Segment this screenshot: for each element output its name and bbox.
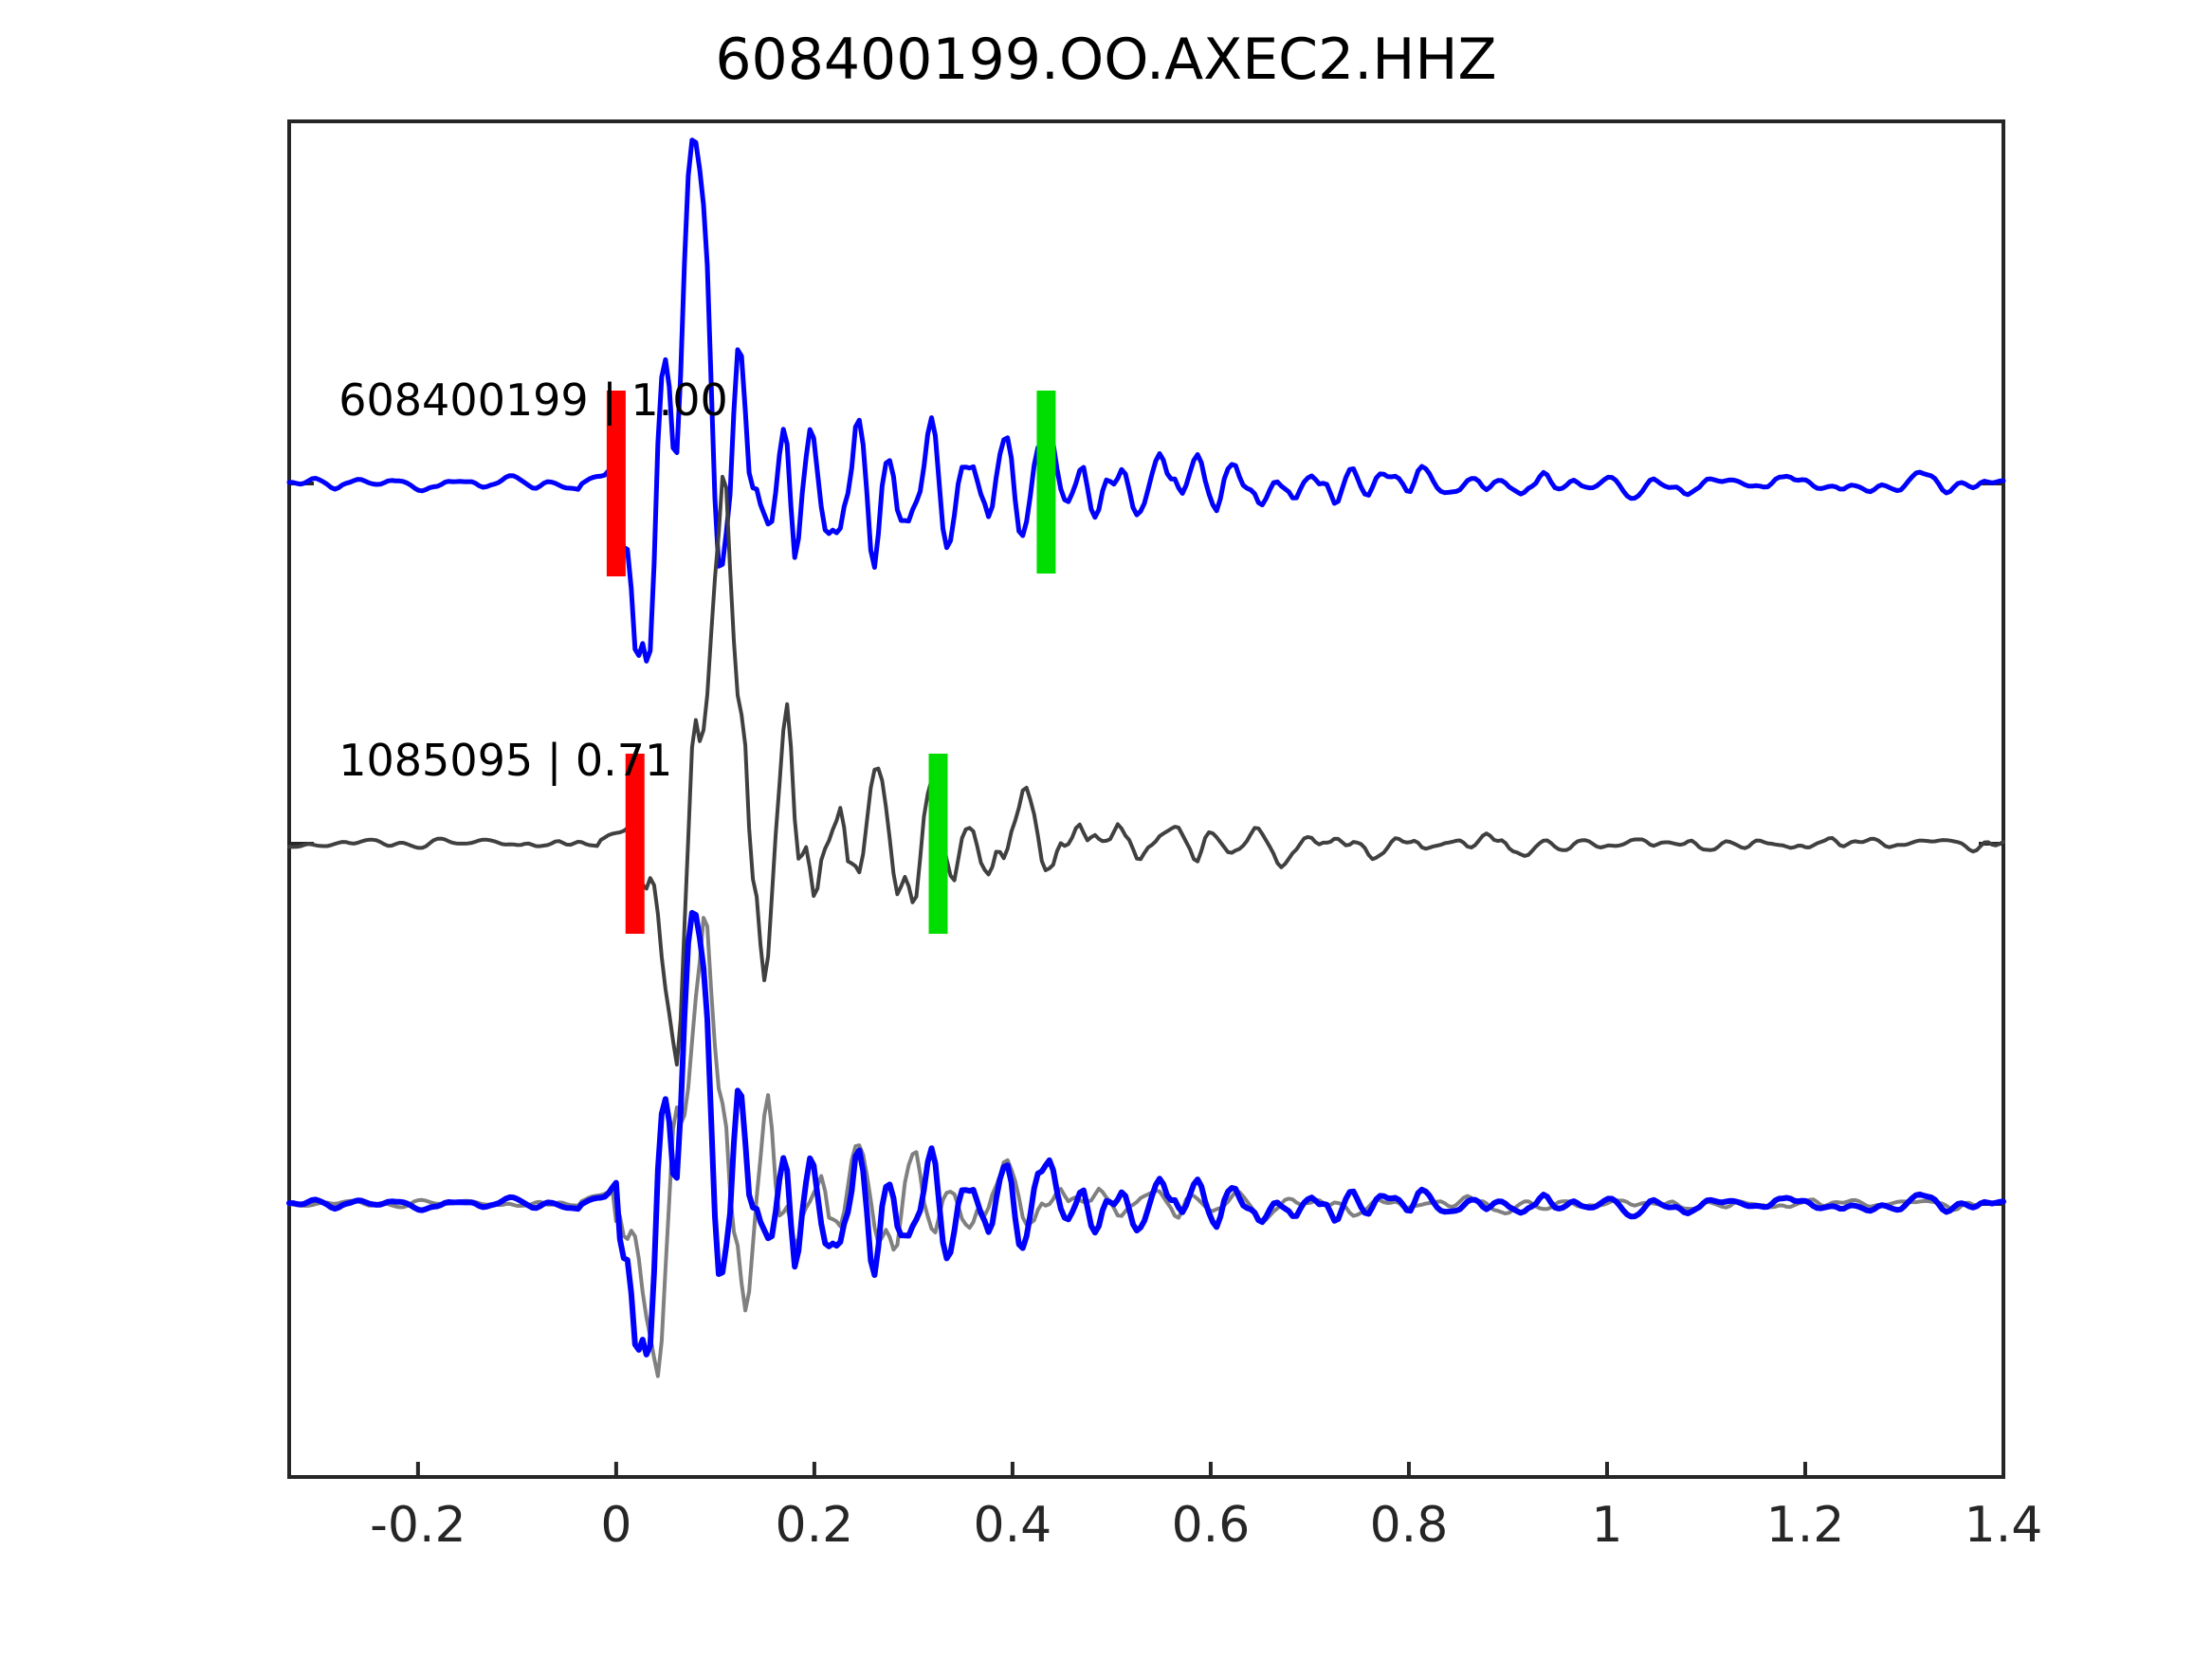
x-tick-label: 1.2: [1766, 1497, 1845, 1554]
x-tick-label: 0.6: [1172, 1497, 1251, 1554]
x-axis-ticks: [289, 482, 2005, 1477]
trace-label-observed-trace: 608400199 | 1.00: [338, 374, 728, 427]
overlay-observed-waveform: [286, 909, 2006, 1358]
x-tick-label: 1.4: [1965, 1497, 2043, 1554]
phase-marker-s-pick: [1036, 391, 1056, 574]
overlay-template-waveform: [287, 916, 2005, 1378]
axes-frame: [287, 119, 2005, 1479]
x-tick-label: 0: [600, 1497, 631, 1554]
template-waveform: [287, 474, 2005, 1066]
page-title: 608400199.OO.AXEC2.HHZ: [715, 27, 1497, 93]
trace-labels: 608400199 | 1.00 1085095 | 0.71: [338, 374, 728, 787]
phase-marker-p-pick: [606, 391, 626, 576]
x-tick-label: 1: [1591, 1497, 1622, 1554]
waveform-traces: [286, 137, 2006, 1378]
phase-marker-p-pick: [625, 754, 645, 934]
phase-marker-s-pick: [928, 754, 948, 934]
x-tick-label: 0.8: [1370, 1497, 1449, 1554]
phase-pick-markers: [606, 391, 1056, 934]
plot-frame: [287, 119, 2005, 1479]
x-axis-tick-labels: -0.2 0 0.2 0.4 0.6 0.8 1 1.2 1.4: [370, 1497, 2042, 1554]
x-tick-label: 0.2: [776, 1497, 854, 1554]
x-tick-label: 0.4: [974, 1497, 1052, 1554]
observed-waveform: [286, 137, 2006, 664]
trace-label-synthetic-trace: 1085095 | 0.71: [338, 735, 672, 787]
x-tick-label: -0.2: [370, 1497, 466, 1554]
